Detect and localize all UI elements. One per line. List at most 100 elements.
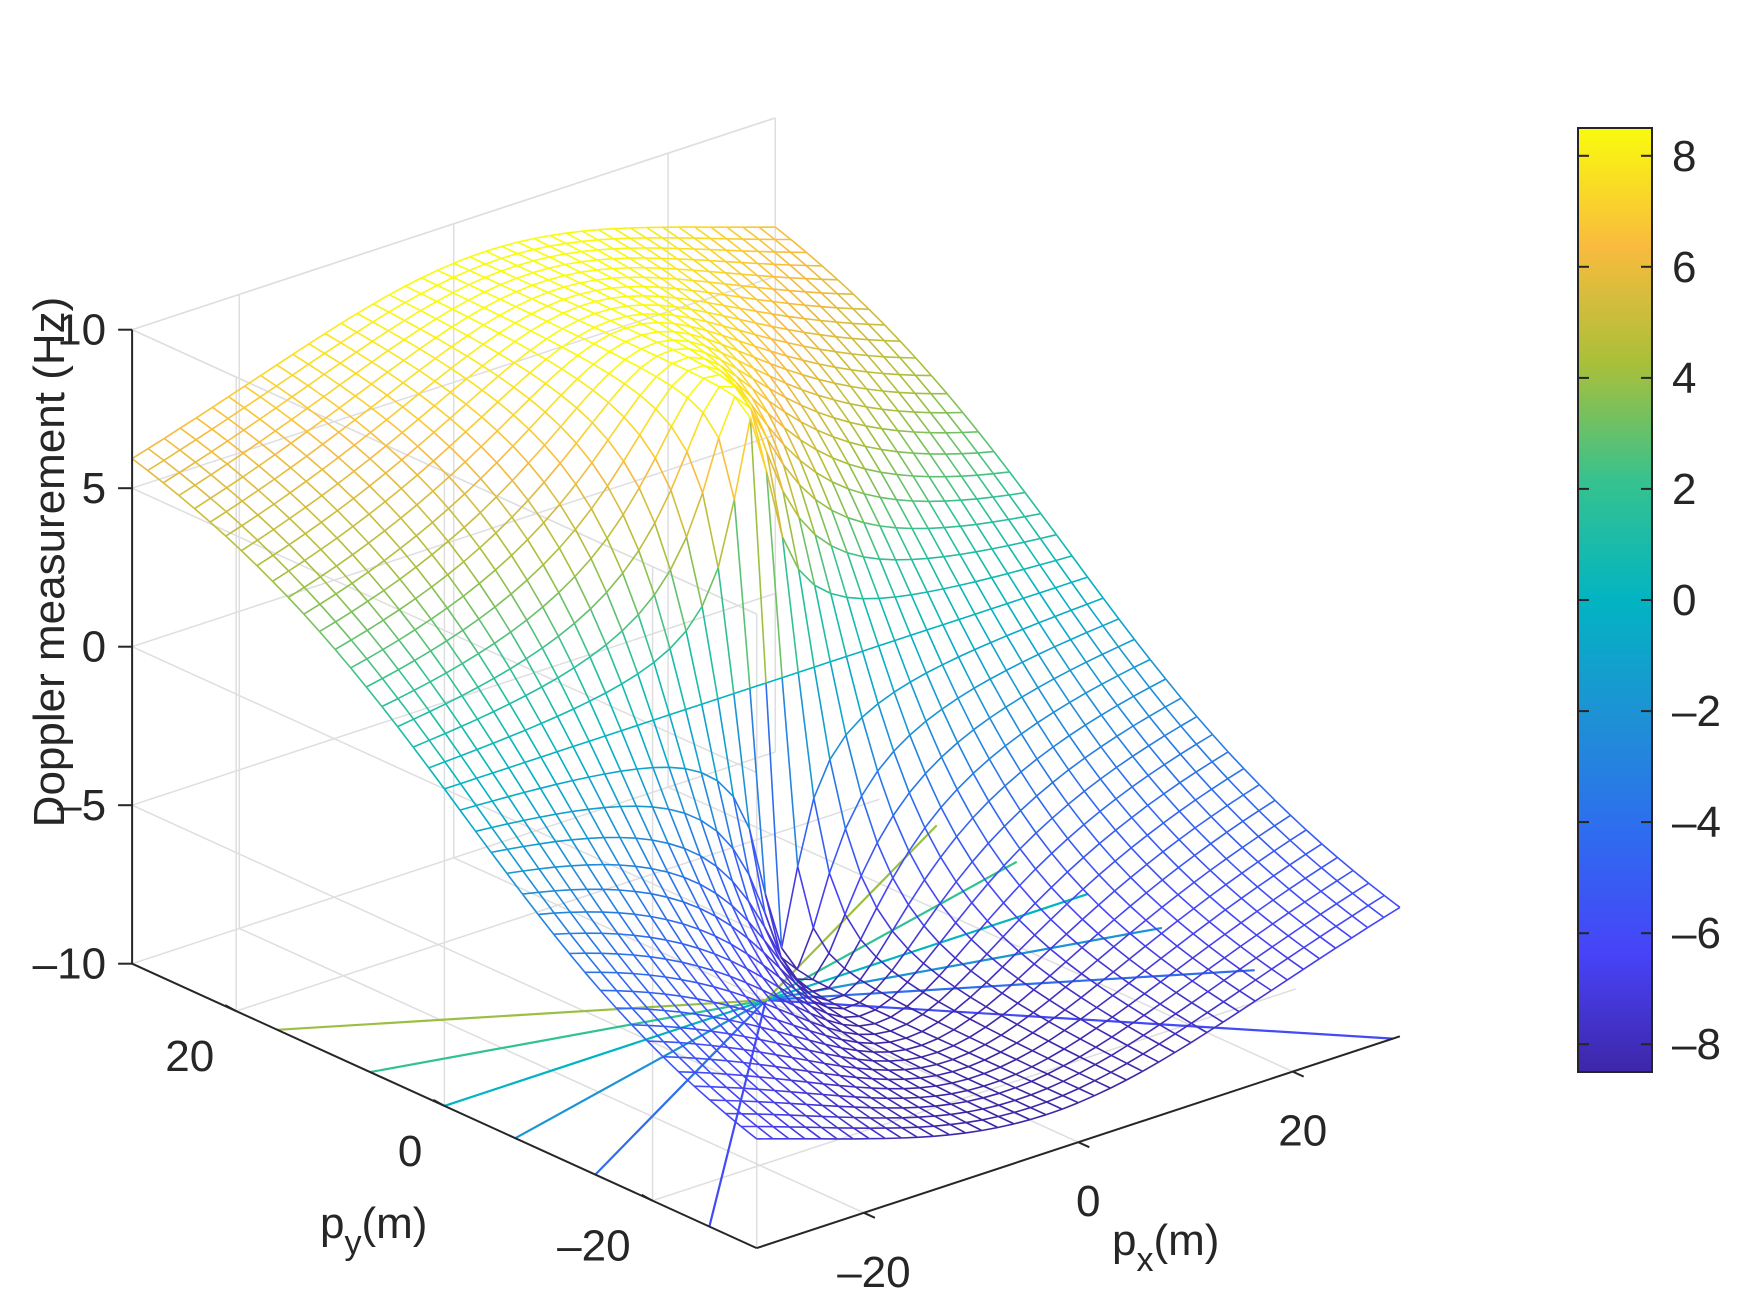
mesh-line	[664, 1011, 680, 1013]
mesh-line	[307, 444, 323, 456]
mesh-line	[400, 536, 416, 549]
mesh-line	[1051, 919, 1067, 934]
mesh-line	[372, 341, 388, 350]
mesh-line	[614, 239, 630, 248]
mesh-line	[448, 541, 464, 561]
mesh-line	[896, 528, 912, 560]
mesh-line	[1002, 1016, 1018, 1025]
mesh-line	[1197, 717, 1213, 735]
mesh-line	[863, 646, 879, 651]
mesh-line	[894, 682, 910, 692]
mesh-line	[564, 276, 580, 284]
mesh-line	[975, 609, 991, 614]
mesh-line	[527, 607, 543, 620]
mesh-line	[688, 398, 704, 413]
mesh-line	[466, 417, 482, 432]
mesh-line	[1119, 619, 1135, 640]
mesh-line	[369, 531, 385, 543]
mesh-line	[508, 792, 524, 796]
mesh-line	[1193, 922, 1209, 934]
mesh-line	[957, 818, 973, 837]
mesh-line	[598, 240, 614, 249]
mesh-line	[1015, 1081, 1031, 1087]
mesh-line	[479, 619, 495, 643]
mesh-line	[1150, 679, 1166, 688]
mesh-line	[211, 488, 227, 499]
mesh-line	[822, 279, 838, 293]
mesh-line	[1066, 919, 1082, 934]
mesh-line	[1083, 905, 1099, 919]
mesh-line	[1100, 811, 1116, 830]
mesh-line	[1032, 1041, 1048, 1051]
mesh-line	[1321, 881, 1337, 892]
mesh-line	[1098, 960, 1114, 972]
mesh-line	[546, 384, 562, 396]
mesh-line	[649, 993, 665, 995]
mesh-line	[1034, 990, 1050, 1000]
mesh-line	[523, 844, 539, 847]
mesh-line	[561, 379, 577, 395]
mesh-line	[882, 429, 898, 452]
grid-lines	[132, 118, 1296, 1248]
mesh-line	[653, 720, 669, 767]
mesh-line	[544, 523, 560, 548]
mesh-line	[966, 1131, 982, 1133]
mesh-line	[258, 479, 274, 490]
mesh-line	[958, 698, 974, 730]
y-tick-label: 0	[398, 1127, 422, 1176]
mesh-line	[1321, 868, 1337, 881]
mesh-line	[1071, 604, 1087, 610]
mesh-line	[645, 268, 661, 278]
mesh-line	[401, 489, 417, 505]
mesh-line	[369, 502, 385, 515]
mesh-line	[1103, 626, 1119, 647]
mesh-line	[291, 443, 307, 456]
mesh-line	[1014, 1108, 1030, 1113]
mesh-line	[509, 768, 525, 793]
mesh-line	[959, 614, 975, 619]
mesh-line	[438, 270, 454, 277]
mesh-line	[212, 429, 228, 441]
mesh-line	[798, 672, 814, 798]
mesh-line	[291, 468, 307, 482]
mesh-line	[934, 1135, 950, 1137]
mesh-line	[1133, 716, 1149, 726]
mesh-line	[430, 712, 446, 734]
mesh-line	[1304, 925, 1320, 937]
mesh-line	[497, 431, 513, 446]
mesh-line	[694, 249, 710, 261]
mesh-line	[543, 548, 559, 565]
mesh-line	[602, 912, 618, 913]
mesh-line	[477, 743, 493, 749]
mesh-line	[695, 227, 711, 238]
mesh-line	[1146, 893, 1162, 907]
mesh-line	[914, 432, 930, 433]
mesh-line	[881, 472, 897, 499]
mesh-line	[758, 264, 774, 277]
mesh-line	[1054, 679, 1070, 703]
mesh-line	[612, 287, 628, 288]
mesh-line	[941, 807, 957, 836]
mesh-line	[960, 552, 976, 555]
mesh-line	[903, 1107, 919, 1108]
mesh-line	[500, 292, 516, 300]
mesh-line	[274, 493, 290, 504]
mesh-line	[512, 463, 528, 480]
mesh-line	[388, 321, 404, 331]
mesh-line	[748, 938, 764, 952]
mesh-line	[900, 341, 916, 358]
mesh-line	[869, 324, 885, 325]
mesh-line	[1032, 1081, 1048, 1088]
mesh-line	[492, 828, 508, 850]
mesh-line	[305, 522, 321, 533]
mesh-line	[673, 350, 689, 358]
mesh-line	[950, 1133, 966, 1135]
mesh-line	[517, 278, 533, 285]
mesh-line	[1079, 1089, 1095, 1096]
mesh-line	[370, 459, 386, 473]
mesh-line	[679, 1072, 695, 1073]
mesh-line	[661, 258, 677, 269]
mesh-line	[561, 395, 577, 408]
mesh-line	[822, 1116, 838, 1117]
mesh-line	[694, 260, 710, 261]
